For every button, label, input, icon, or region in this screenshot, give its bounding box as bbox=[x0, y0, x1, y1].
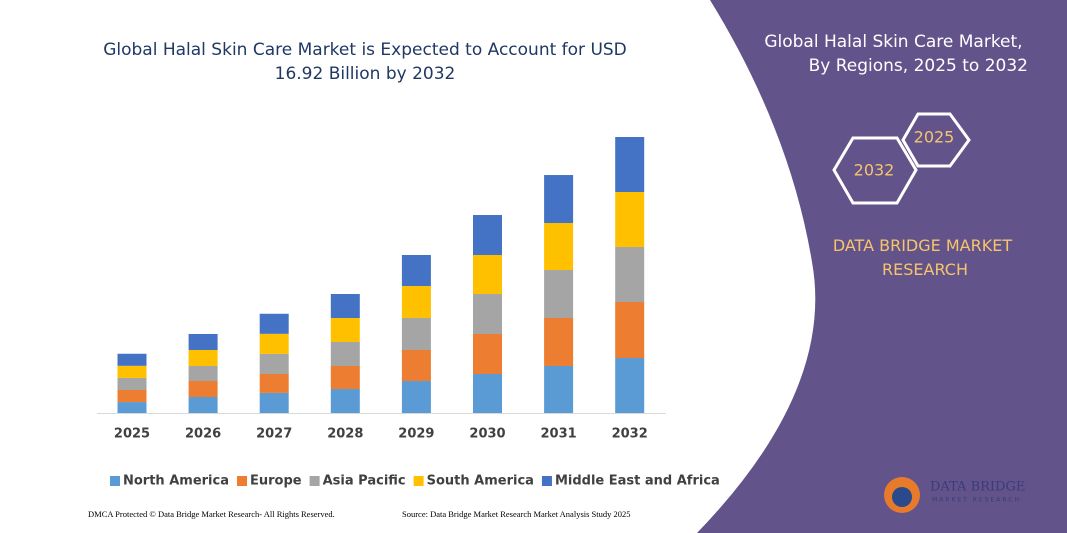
x-tick-label: 2028 bbox=[327, 427, 363, 442]
legend-label: North America bbox=[123, 474, 229, 489]
x-tick-label: 2032 bbox=[612, 427, 648, 442]
bar-segment bbox=[188, 349, 218, 366]
bar-segment bbox=[259, 373, 289, 393]
x-tick-label: 2027 bbox=[256, 427, 292, 442]
bar-segment bbox=[188, 334, 218, 350]
legend-label: Middle East and Africa bbox=[555, 474, 720, 489]
legend-swatch bbox=[237, 476, 247, 486]
bar-segment bbox=[330, 365, 360, 390]
legend-label: South America bbox=[427, 474, 534, 489]
bar-segment bbox=[401, 381, 431, 413]
bar-segment bbox=[259, 353, 289, 374]
bar-segment bbox=[544, 318, 574, 366]
legend-swatch bbox=[309, 476, 320, 486]
bar-segment bbox=[330, 389, 360, 413]
footer-right: Source: Data Bridge Market Research Mark… bbox=[402, 509, 631, 519]
bar-segment bbox=[330, 342, 360, 366]
bar-segment bbox=[401, 349, 431, 382]
bar-segment bbox=[188, 397, 218, 413]
x-tick-label: 2031 bbox=[541, 427, 577, 442]
bar-segment bbox=[544, 223, 574, 271]
legend-label: Europe bbox=[250, 474, 302, 489]
bar-segment bbox=[544, 365, 574, 413]
bar-segment bbox=[401, 286, 431, 319]
legend-swatch bbox=[541, 476, 552, 486]
x-tick-label: 2029 bbox=[398, 427, 434, 442]
bar-segment bbox=[117, 377, 147, 390]
bar-segment bbox=[330, 318, 360, 343]
bar-segment bbox=[473, 255, 502, 295]
hex-label: 2025 bbox=[914, 128, 955, 147]
x-tick-label: 2025 bbox=[114, 427, 150, 442]
hex-label: 2032 bbox=[854, 161, 895, 180]
bar-segment bbox=[330, 294, 360, 319]
bar-segment bbox=[544, 270, 574, 319]
legend-swatch bbox=[110, 476, 120, 486]
bar-segment bbox=[473, 373, 502, 413]
logo-icon bbox=[892, 487, 912, 507]
brand: DATA BRIDGE MARKET RESEARCH bbox=[833, 236, 1017, 279]
side-panel bbox=[697, 0, 1067, 533]
hexagon bbox=[832, 136, 918, 205]
bar-segment bbox=[117, 389, 147, 403]
bar-segment bbox=[615, 192, 645, 248]
hexagon bbox=[901, 112, 971, 168]
footer-left: DMCA Protected © Data Bridge Market Rese… bbox=[88, 509, 335, 519]
chart-title: Global Halal Skin Care Market is Expecte… bbox=[103, 40, 627, 84]
bar-segment bbox=[615, 137, 645, 193]
bar-segment bbox=[544, 175, 574, 224]
legend-label: Asia Pacific bbox=[323, 474, 406, 489]
logo-tagline: MARKET RESEARCH bbox=[932, 497, 1021, 504]
bar-segment bbox=[259, 333, 289, 354]
bar-segment bbox=[615, 357, 645, 413]
panel-title-1: Global Halal Skin Care Market, By Region… bbox=[764, 32, 1028, 76]
bar-segment bbox=[117, 353, 147, 366]
bar-segment bbox=[117, 402, 147, 413]
x-tick-label: 2026 bbox=[185, 427, 221, 442]
legend-swatch bbox=[413, 476, 424, 486]
bar-segment bbox=[259, 392, 289, 413]
logo-name: DATA BRIDGE bbox=[930, 480, 1025, 495]
bar-segment bbox=[473, 334, 502, 374]
bar-segment bbox=[615, 302, 645, 358]
bar-segment bbox=[401, 318, 431, 350]
bar-segment bbox=[188, 365, 218, 382]
bar-segment bbox=[259, 313, 289, 334]
bar-segment bbox=[188, 381, 218, 398]
bar-segment bbox=[473, 294, 502, 335]
x-tick-label: 2030 bbox=[469, 427, 505, 442]
bar-segment bbox=[473, 215, 502, 256]
bar-segment bbox=[117, 365, 147, 378]
bar-segment bbox=[401, 255, 431, 287]
bar-segment bbox=[615, 247, 645, 303]
